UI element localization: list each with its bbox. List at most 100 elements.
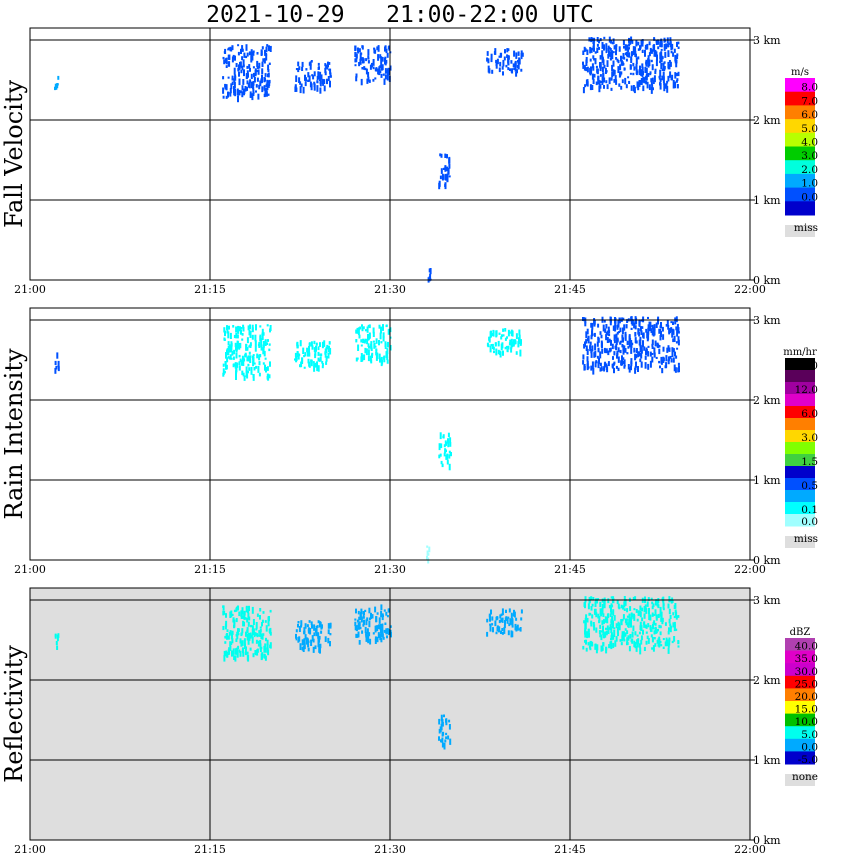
echo-pixel [360, 618, 363, 623]
echo-pixel [646, 43, 649, 50]
echo-pixel [608, 50, 610, 55]
echo-pixel [223, 655, 226, 662]
echo-pixel [647, 597, 650, 601]
echo-pixel [639, 647, 642, 655]
echo-pixel [637, 610, 640, 616]
echo-pixel [504, 337, 507, 341]
echo-pixel [448, 724, 451, 730]
echo-pixel [630, 639, 633, 643]
echo-pixel [642, 71, 644, 76]
echo-pixel [655, 51, 658, 58]
colorbar-swatch [785, 132, 815, 147]
echo-pixel [486, 618, 489, 623]
echo-pixel [243, 52, 246, 58]
echo-pixel [247, 621, 250, 627]
echo-pixel [251, 327, 254, 333]
colorbar-label: 7.0 [801, 95, 818, 107]
echo-pixel [497, 349, 500, 355]
echo-pixel [300, 624, 303, 628]
echo-pixel [231, 613, 234, 616]
echo-pixel [444, 183, 447, 187]
echo-pixel [312, 361, 315, 364]
echo-pixel [268, 348, 271, 352]
echo-pixel [495, 631, 498, 635]
echo-pixel [295, 75, 298, 82]
echo-pixel [637, 366, 639, 372]
echo-pixel [671, 597, 674, 601]
echo-pixel [380, 62, 383, 68]
echo-pixel [234, 362, 237, 369]
echo-pixel [446, 453, 449, 460]
echo-pixel [597, 77, 600, 85]
echo-pixel [586, 348, 589, 355]
echo-pixel [510, 612, 513, 618]
echo-pixel [243, 375, 246, 381]
echo-pixel [662, 346, 665, 352]
echo-pixel [354, 64, 357, 67]
echo-pixel [256, 60, 259, 68]
echo-pixel [600, 636, 603, 641]
echo-pixel [513, 611, 516, 618]
echo-pixel [612, 634, 615, 640]
colorbar-label: 0.0 [801, 516, 818, 528]
echo-pixel [657, 39, 660, 45]
echo-pixel [241, 65, 244, 68]
echo-pixel [313, 624, 316, 631]
echo-pixel [615, 365, 618, 369]
echo-pixel [248, 64, 251, 69]
echo-pixel [590, 334, 593, 340]
echo-pixel [318, 621, 321, 628]
echo-pixel [609, 613, 612, 617]
echo-pixel [639, 326, 642, 331]
echo-pixel [249, 357, 252, 363]
echo-pixel [245, 370, 248, 376]
echo-pixel [667, 324, 670, 330]
echo-pixel [242, 64, 245, 68]
echo-pixel [367, 49, 370, 56]
echo-pixel [438, 454, 441, 459]
echo-pixel [622, 605, 625, 610]
echo-pixel [660, 330, 662, 337]
echo-pixel [648, 607, 650, 615]
echo-pixel [628, 345, 631, 348]
echo-pixel [238, 649, 241, 653]
echo-pixel [372, 331, 375, 337]
echo-pixel [653, 347, 656, 354]
echo-pixel [507, 63, 510, 66]
echo-pixel [652, 623, 654, 630]
echo-pixel [651, 636, 654, 643]
echo-pixel [615, 57, 618, 60]
echo-pixel [310, 359, 313, 367]
echo-pixel [621, 359, 623, 366]
echo-pixel [367, 343, 370, 347]
echo-pixel [668, 637, 671, 642]
echo-pixel [637, 41, 640, 46]
echo-pixel [601, 80, 604, 85]
echo-pixel [591, 614, 594, 619]
echo-pixel [238, 65, 241, 70]
echo-pixel [379, 628, 382, 634]
echo-pixel [622, 53, 625, 59]
echo-pixel [583, 364, 586, 371]
echo-pixel [629, 634, 632, 639]
echo-pixel [611, 71, 614, 78]
echo-pixel [645, 347, 648, 354]
echo-pixel [443, 714, 445, 718]
echo-pixel [241, 67, 244, 71]
echo-pixel [653, 51, 656, 57]
echo-pixel [611, 52, 614, 60]
echo-pixel [610, 40, 612, 44]
echo-pixel [596, 37, 599, 42]
echo-pixel [515, 626, 518, 632]
echo-pixel [268, 374, 271, 379]
echo-pixel [298, 636, 301, 642]
echo-pixel [641, 49, 644, 53]
echo-pixel [660, 41, 663, 44]
echo-pixel [375, 351, 378, 356]
echo-pixel [258, 630, 261, 634]
echo-pixel [597, 348, 600, 351]
echo-pixel [265, 367, 268, 372]
echo-pixel [591, 361, 594, 369]
echo-pixel [267, 620, 270, 624]
